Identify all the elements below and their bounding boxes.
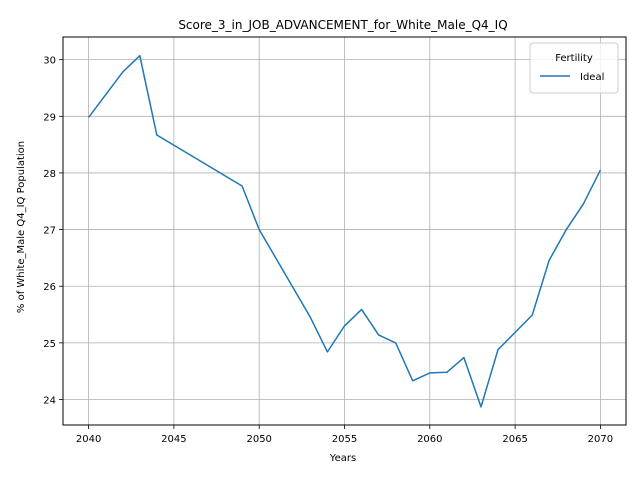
legend-title: Fertility <box>555 53 593 64</box>
y-axis-label: % of White_Male Q4_IQ Population <box>16 141 27 313</box>
legend: Fertility Ideal <box>530 43 618 93</box>
y-tick-label: 29 <box>43 112 56 123</box>
y-tick-label: 28 <box>43 169 56 180</box>
y-tick-label: 30 <box>43 56 56 67</box>
legend-label-ideal: Ideal <box>580 72 604 83</box>
x-tick-label: 2045 <box>161 434 186 445</box>
chart-title: Score_3_in_JOB_ADVANCEMENT_for_White_Mal… <box>178 18 507 32</box>
y-tick-label: 27 <box>43 226 56 237</box>
x-tick-label: 2050 <box>246 434 271 445</box>
axis-ticks: 2040 2045 2050 2055 2060 2065 2070 24 25 26 27 28 29… <box>43 56 613 445</box>
x-tick-label: 2040 <box>76 434 101 445</box>
x-tick-label: 2055 <box>332 434 357 445</box>
y-tick-label: 26 <box>43 282 56 293</box>
x-tick-label: 2070 <box>588 434 613 445</box>
x-axis-label: Years <box>329 453 356 464</box>
y-tick-label: 25 <box>43 339 56 350</box>
x-tick-label: 2065 <box>502 434 527 445</box>
grid <box>63 37 626 425</box>
legend-box <box>530 43 618 93</box>
y-tick-label: 24 <box>43 396 56 407</box>
x-tick-label: 2060 <box>417 434 442 445</box>
